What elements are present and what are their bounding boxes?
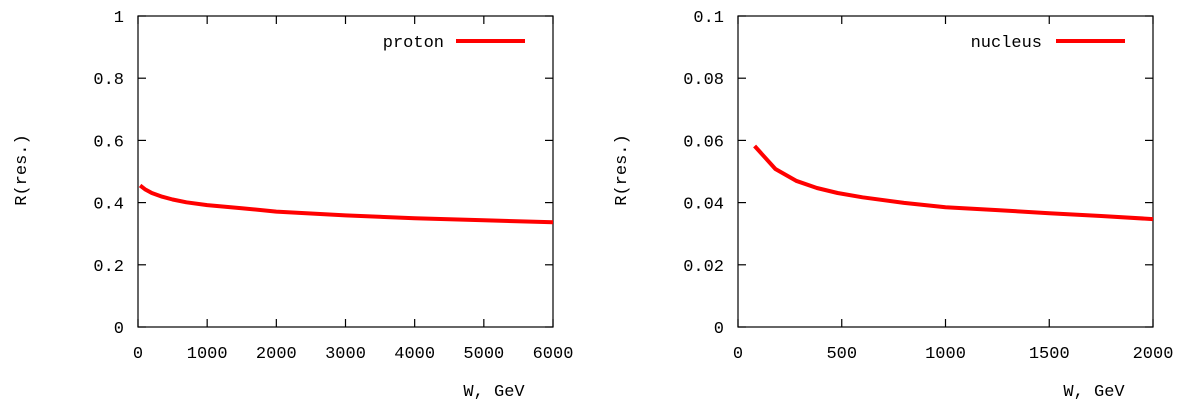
series-line-proton [138,183,554,225]
x-axis-ticks: 0 500 1000 1500 2000 [733,16,1174,364]
y-tick-label: 0.04 [683,196,724,215]
x-axis-label: W, GeV [1063,383,1125,401]
proton-chart-panel: 0 1000 2000 3000 4000 5000 6000 0 0.2 0.4 0.6 0.8 1… [13,9,573,401]
legend: proton [383,34,525,53]
x-tick-label: 1000 [925,345,966,364]
nucleus-chart-panel: 0 500 1000 1500 2000 0 0.02 0.04 0.06 0.08 0.1 W,… [613,9,1173,401]
x-tick-label: 0 [733,345,743,364]
x-tick-label: 1000 [187,345,228,364]
y-axis-label: R(res.) [613,134,632,205]
legend: nucleus [971,34,1125,53]
y-tick-label: 0 [714,320,724,339]
y-axis-ticks: 0 0.02 0.04 0.06 0.08 0.1 [683,9,1153,339]
legend-label-nucleus: nucleus [971,34,1042,53]
x-axis-label: W, GeV [463,383,525,401]
y-tick-label: 0.6 [93,133,124,152]
y-tick-label: 0.06 [683,133,724,152]
x-tick-label: 500 [826,345,857,364]
plot-area-frame [137,15,554,328]
x-tick-label: 4000 [394,345,435,364]
x-tick-label: 0 [133,345,143,364]
series-layer [753,144,1154,222]
series-line-nucleus [753,144,1154,222]
y-tick-label: 0.2 [93,258,124,277]
x-tick-label: 5000 [463,345,504,364]
x-tick-label: 6000 [533,345,574,364]
y-tick-label: 0.4 [93,196,124,215]
y-tick-label: 0 [114,320,124,339]
y-axis-label: R(res.) [13,134,32,205]
y-tick-label: 0.1 [693,9,724,28]
series-layer [138,183,554,225]
y-tick-label: 1 [114,9,124,28]
x-tick-label: 1500 [1029,345,1070,364]
plot-area-frame [737,15,1154,328]
x-tick-label: 3000 [325,345,366,364]
y-tick-label: 0.08 [683,71,724,90]
y-tick-label: 0.02 [683,258,724,277]
x-axis-ticks: 0 1000 2000 3000 4000 5000 6000 [133,16,574,364]
x-tick-label: 2000 [1133,345,1174,364]
x-tick-label: 2000 [256,345,297,364]
legend-label-proton: proton [383,34,444,53]
y-tick-label: 0.8 [93,71,124,90]
y-axis-ticks: 0 0.2 0.4 0.6 0.8 1 [93,9,553,339]
